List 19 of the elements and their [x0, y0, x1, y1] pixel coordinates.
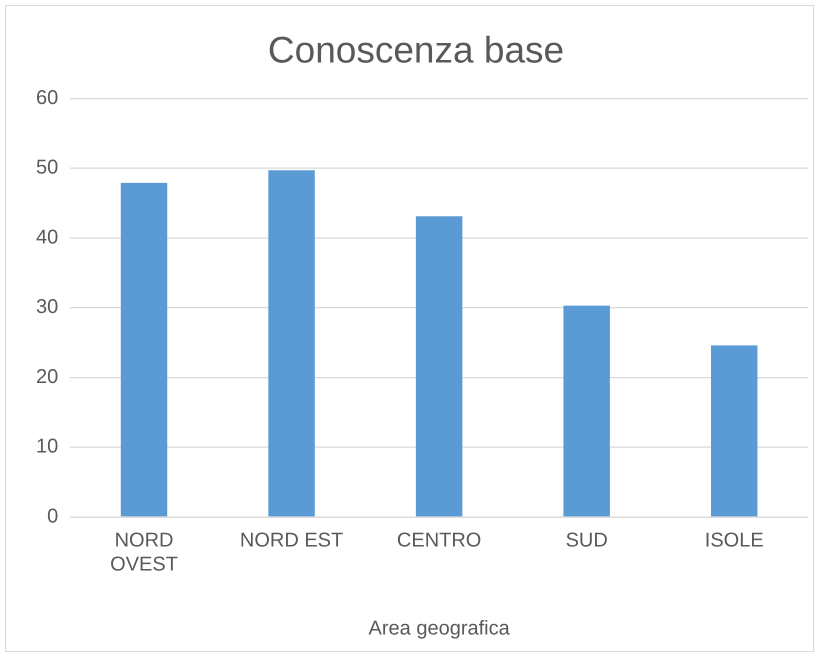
bar: [268, 170, 315, 516]
x-tick-label: CENTRO: [396, 530, 482, 552]
y-tick-label: 40: [36, 226, 58, 248]
y-tick-label: 30: [36, 296, 58, 318]
x-tick-label: ISOLE: [704, 530, 764, 552]
x-tick-label: NORD EST: [240, 530, 344, 552]
y-tick-label: 60: [36, 86, 58, 109]
x-axis-title: Area geografica: [368, 618, 511, 640]
y-tick-label: 10: [36, 436, 58, 458]
y-tick-label: 50: [36, 156, 58, 179]
y-tick-label: 0: [47, 506, 58, 528]
bar: [416, 216, 462, 516]
x-tick-label: NORD OVEST: [110, 530, 178, 576]
chart-title: Conoscenza base: [268, 29, 564, 70]
x-tick-label: SUD: [566, 530, 608, 552]
y-tick-label: 20: [36, 366, 58, 388]
bar: [120, 182, 168, 516]
bar: [710, 345, 758, 516]
bar: [563, 306, 610, 516]
